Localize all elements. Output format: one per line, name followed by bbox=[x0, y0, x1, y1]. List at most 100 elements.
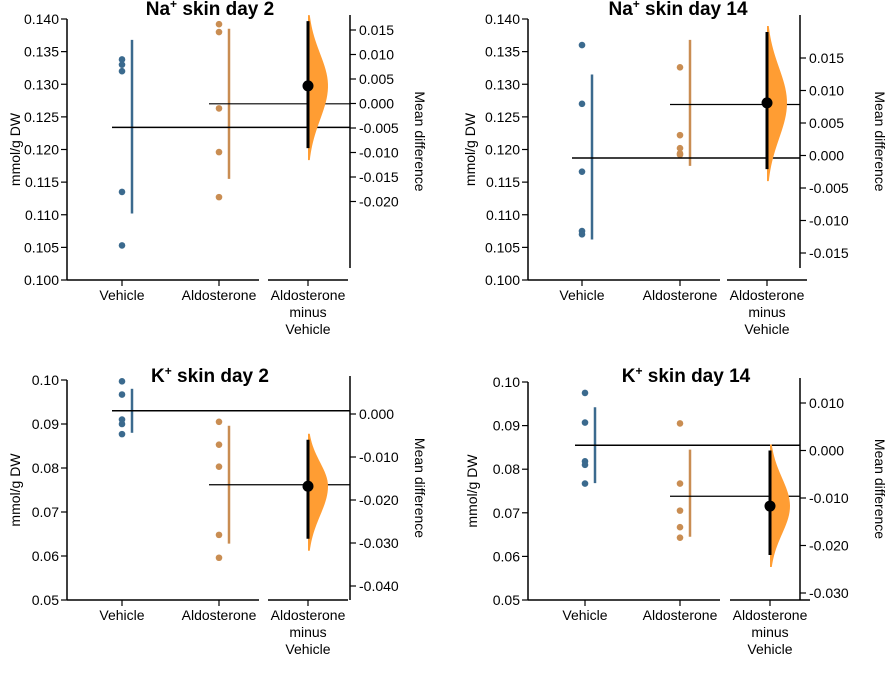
left-y-tick-label: 0.105 bbox=[24, 239, 59, 255]
panel-title-rest: skin day 14 bbox=[640, 0, 748, 20]
aldosterone-data-point bbox=[215, 418, 223, 426]
panel-title-superscript: + bbox=[165, 364, 172, 378]
left-y-tick-label: 0.135 bbox=[485, 44, 520, 60]
left-y-tick-label: 0.100 bbox=[485, 272, 520, 288]
right-y-tick-label: 0.010 bbox=[809, 395, 844, 411]
panel-title-rest: skin day 14 bbox=[643, 366, 751, 387]
right-y-axis-title: Mean difference bbox=[412, 438, 428, 538]
right-y-tick-label: -0.010 bbox=[809, 490, 849, 506]
left-y-tick-label: 0.10 bbox=[493, 374, 520, 390]
panel-title-main: K bbox=[151, 366, 165, 387]
right-y-tick-label: -0.020 bbox=[809, 538, 849, 554]
diff-category-label-line: Vehicle bbox=[285, 641, 330, 657]
left-y-tick-label: 0.110 bbox=[25, 207, 59, 223]
left-y-tick-label: 0.09 bbox=[32, 416, 59, 432]
vehicle-data-point bbox=[578, 100, 586, 108]
right-y-tick-label: -0.015 bbox=[809, 245, 849, 261]
right-y-tick-label: -0.020 bbox=[359, 194, 399, 210]
aldosterone-data-point bbox=[215, 193, 223, 201]
aldosterone-data-point bbox=[676, 480, 684, 487]
aldosterone-data-point bbox=[215, 105, 223, 112]
diff-category-label-line: Aldosterone bbox=[271, 287, 346, 303]
vehicle-data-point bbox=[118, 67, 126, 75]
x-category-label-vehicle: Vehicle bbox=[99, 607, 144, 623]
aldosterone-data-point bbox=[676, 63, 684, 71]
left-y-tick-label: 0.05 bbox=[493, 592, 520, 608]
right-y-tick-label: -0.010 bbox=[359, 145, 399, 161]
aldosterone-data-point bbox=[676, 131, 684, 139]
left-y-tick-label: 0.140 bbox=[485, 11, 520, 27]
panel-title-superscript: + bbox=[633, 0, 640, 11]
aldosterone-data-point bbox=[215, 148, 223, 156]
right-y-tick-label: 0.000 bbox=[359, 96, 394, 112]
vehicle-data-point bbox=[578, 231, 586, 238]
left-y-tick-label: 0.05 bbox=[32, 592, 59, 608]
diff-category-label-line: Aldosterone bbox=[271, 607, 346, 623]
left-y-tick-label: 0.10 bbox=[32, 372, 59, 388]
panel-title: K+ skin day 14 bbox=[622, 364, 751, 387]
aldosterone-data-point bbox=[676, 523, 684, 531]
mean-difference-point bbox=[764, 500, 776, 512]
right-y-tick-label: 0.010 bbox=[809, 83, 844, 99]
x-category-label-aldosterone: Aldosterone bbox=[643, 607, 718, 623]
panel-title: Na+ skin day 14 bbox=[608, 0, 747, 20]
left-y-axis-title: mmol/g DW bbox=[464, 454, 480, 528]
chart-panel-1: Na+ skin day 2 0.100 0.105 0.110 0.115 0.120 0… bbox=[7, 0, 428, 337]
vehicle-data-point bbox=[118, 61, 126, 68]
vehicle-data-point bbox=[118, 430, 126, 438]
right-y-tick-label: -0.005 bbox=[359, 120, 399, 136]
right-y-tick-label: 0.005 bbox=[809, 115, 844, 131]
left-y-tick-label: 0.120 bbox=[24, 142, 59, 158]
bootstrap-distribution bbox=[767, 26, 787, 182]
aldosterone-data-point bbox=[215, 28, 223, 36]
x-category-label-vehicle: Vehicle bbox=[562, 607, 607, 623]
panel-title: Na+ skin day 2 bbox=[146, 0, 274, 20]
left-y-tick-label: 0.06 bbox=[493, 548, 520, 564]
vehicle-data-point bbox=[581, 461, 589, 469]
right-y-tick-label: -0.010 bbox=[359, 449, 399, 465]
right-y-tick-label: 0.015 bbox=[809, 50, 844, 66]
right-y-tick-label: 0.000 bbox=[809, 443, 844, 459]
right-y-tick-label: -0.030 bbox=[809, 585, 849, 601]
diff-category-label-line: minus bbox=[289, 624, 326, 640]
panel-title-main: Na bbox=[608, 0, 633, 20]
aldosterone-data-point bbox=[215, 463, 223, 470]
x-category-label-vehicle: Vehicle bbox=[559, 287, 604, 303]
vehicle-data-point bbox=[578, 168, 586, 175]
x-category-label-aldosterone: Aldosterone bbox=[182, 607, 257, 623]
vehicle-data-point bbox=[118, 188, 126, 196]
diff-category-label-line: minus bbox=[751, 624, 788, 640]
panel-title-superscript: + bbox=[635, 364, 642, 378]
left-y-tick-label: 0.130 bbox=[24, 76, 59, 92]
diff-category-label-line: Vehicle bbox=[747, 641, 792, 657]
left-y-tick-label: 0.120 bbox=[485, 142, 520, 158]
chart-panel-4: K+ skin day 14 0.05 0.06 0.07 0.08 0.09 0.10 mm… bbox=[464, 364, 886, 657]
right-y-tick-label: 0.005 bbox=[359, 71, 394, 87]
left-y-tick-label: 0.110 bbox=[486, 207, 520, 223]
aldosterone-data-point bbox=[215, 441, 223, 448]
left-y-tick-label: 0.08 bbox=[32, 460, 59, 476]
vehicle-data-point bbox=[118, 391, 126, 398]
vehicle-data-point bbox=[118, 378, 126, 385]
diff-category-label-line: Aldosterone bbox=[730, 287, 805, 303]
right-y-axis-title: Mean difference bbox=[872, 439, 886, 539]
aldosterone-data-point bbox=[215, 531, 223, 539]
right-y-axis-title: Mean difference bbox=[872, 91, 886, 191]
right-y-tick-label: -0.020 bbox=[359, 492, 399, 508]
vehicle-data-point bbox=[581, 389, 589, 397]
mean-difference-point bbox=[302, 480, 314, 492]
vehicle-data-point bbox=[118, 56, 126, 63]
x-category-label-aldosterone: Aldosterone bbox=[643, 287, 718, 303]
right-y-tick-label: 0.000 bbox=[809, 148, 844, 164]
mean-difference-point bbox=[302, 80, 314, 92]
vehicle-data-point bbox=[581, 419, 589, 426]
aldosterone-data-point bbox=[215, 554, 223, 562]
diff-category-label-line: Aldosterone bbox=[733, 607, 808, 623]
left-y-tick-label: 0.115 bbox=[486, 174, 520, 190]
vehicle-data-point bbox=[578, 41, 586, 49]
right-y-tick-label: -0.010 bbox=[809, 213, 849, 229]
left-y-tick-label: 0.135 bbox=[24, 44, 59, 60]
x-category-label-aldosterone: Aldosterone bbox=[182, 287, 257, 303]
right-y-tick-label: -0.040 bbox=[359, 578, 399, 594]
